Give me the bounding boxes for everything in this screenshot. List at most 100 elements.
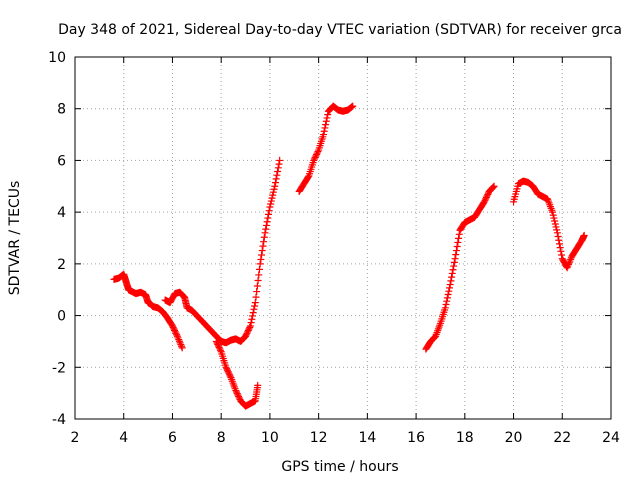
series-arc-5: [422, 182, 498, 353]
x-tick-label: 20: [505, 430, 523, 446]
data-point: [213, 339, 221, 347]
data-point: [170, 325, 178, 333]
data-point: [174, 334, 182, 342]
x-tick-label: 14: [358, 430, 376, 446]
data-point: [567, 255, 575, 263]
data-point: [232, 388, 240, 396]
data-point: [450, 258, 458, 266]
plot-frame: [74, 56, 612, 420]
y-tick-label: 2: [57, 257, 66, 273]
data-point: [234, 391, 242, 399]
series-arc-4: [295, 102, 357, 195]
data-point: [555, 240, 563, 248]
data-point: [445, 287, 453, 295]
data-point: [214, 340, 222, 348]
data-point: [448, 269, 456, 277]
data-point: [171, 326, 179, 334]
data-point: [480, 198, 488, 206]
data-point: [453, 242, 461, 250]
data-point: [550, 214, 558, 222]
x-tick-label: 16: [407, 430, 425, 446]
x-axis-label: GPS time / hours: [281, 459, 398, 475]
data-point: [554, 233, 562, 241]
data-point: [252, 293, 260, 301]
x-tick-label: 6: [168, 430, 177, 446]
data-point: [255, 265, 263, 273]
series-arc-2: [161, 156, 284, 347]
data-point: [242, 331, 250, 339]
data-point: [224, 368, 232, 376]
x-tick-label: 2: [71, 430, 80, 446]
data-point: [267, 200, 275, 208]
y-axis-label: SDTVAR / TECUs: [7, 181, 23, 296]
data-point: [243, 329, 251, 337]
data-point: [312, 152, 320, 160]
data-point: [556, 244, 564, 252]
x-tick-label: 24: [602, 430, 620, 446]
data-point: [310, 155, 318, 163]
x-tick-label: 4: [119, 430, 128, 446]
data-point: [349, 102, 357, 110]
data-point: [549, 208, 557, 216]
data-point: [443, 294, 451, 302]
data-point: [226, 371, 234, 379]
data-point: [313, 149, 321, 157]
data-point: [566, 257, 574, 265]
data-point: [248, 315, 256, 323]
data-point: [482, 195, 490, 203]
data-point: [264, 214, 272, 222]
data-point: [482, 193, 490, 201]
y-tick-label: 8: [57, 102, 66, 118]
data-point: [481, 196, 489, 204]
data-point: [565, 259, 573, 267]
data-point: [232, 387, 240, 395]
data-point: [245, 325, 253, 333]
data-point: [225, 369, 233, 377]
data-point: [452, 247, 460, 255]
data-point: [274, 168, 282, 176]
data-point: [563, 264, 571, 272]
y-tick-label: 0: [57, 309, 66, 325]
data-point: [443, 297, 451, 305]
data-point: [311, 153, 319, 161]
x-tick-label: 12: [310, 430, 328, 446]
data-point: [310, 156, 318, 164]
x-tick-label: 22: [553, 430, 571, 446]
data-point: [271, 179, 279, 187]
data-point: [320, 131, 328, 139]
data-point: [260, 238, 268, 246]
data-point: [253, 288, 261, 296]
data-point: [267, 197, 275, 205]
data-point: [249, 312, 257, 320]
data-point: [266, 203, 274, 211]
data-point: [449, 266, 457, 274]
data-point: [451, 255, 459, 263]
data-point: [275, 160, 283, 168]
data-point: [455, 234, 463, 242]
data-point: [489, 184, 497, 192]
data-point: [269, 188, 277, 196]
x-tick-label: 8: [217, 430, 226, 446]
data-point: [257, 255, 265, 263]
data-point: [452, 251, 460, 259]
series-arc-3: [212, 337, 262, 410]
data-point: [270, 185, 278, 193]
data-point: [172, 329, 180, 337]
data-point: [254, 276, 262, 284]
data-point: [254, 381, 262, 389]
data-point: [175, 337, 183, 345]
data-point: [321, 124, 329, 132]
data-point: [242, 332, 250, 340]
data-point: [265, 210, 273, 218]
chart-title: Day 348 of 2021, Sidereal Day-to-day VTE…: [58, 22, 622, 38]
data-point: [255, 271, 263, 279]
y-tick-label: 10: [48, 50, 66, 66]
data-point: [564, 262, 572, 270]
data-point: [322, 121, 330, 129]
data-point: [246, 323, 254, 331]
data-point: [178, 344, 186, 352]
data-point: [244, 326, 252, 334]
data-point: [250, 305, 258, 313]
data-point: [247, 319, 255, 327]
